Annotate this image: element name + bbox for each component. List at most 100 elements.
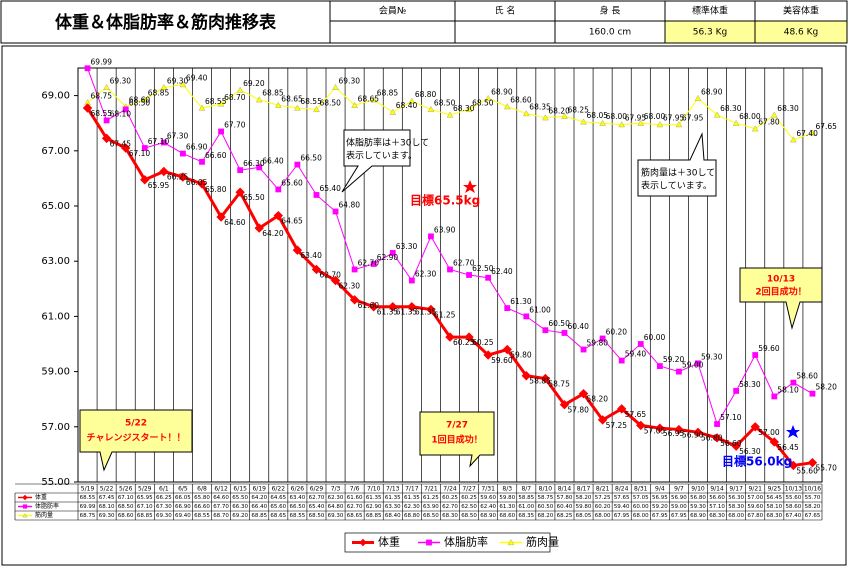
milestone-text: チャレンジスタート！！: [87, 432, 186, 444]
marker: [370, 96, 378, 103]
data-label: 58.10: [777, 385, 799, 394]
data-label: 66.90: [186, 143, 208, 152]
table-cell: 67.40: [786, 513, 802, 519]
table-cell: 57.65: [614, 495, 630, 501]
table-row-label: 体重: [35, 493, 47, 501]
x-tick-label: 6/15: [233, 486, 247, 493]
data-label: 60.00: [644, 333, 666, 342]
table-cell: 66.30: [232, 504, 248, 510]
data-label: 68.90: [701, 87, 723, 96]
data-label: 68.60: [129, 96, 151, 105]
table-cell: 68.50: [461, 513, 477, 519]
data-label: 68.85: [262, 89, 284, 98]
y-tick-label: 59.00: [41, 367, 70, 378]
marker: [218, 128, 224, 135]
data-label: 66.25: [167, 173, 189, 182]
table-cell: 62.70: [347, 504, 363, 510]
x-tick-label: 10/16: [804, 486, 821, 493]
table-cell: 66.50: [290, 504, 306, 510]
table-cell: 60.50: [538, 504, 554, 510]
data-label: 68.00: [739, 112, 761, 121]
marker: [523, 313, 530, 320]
data-label: 67.10: [129, 149, 151, 158]
x-tick-label: 6/8: [197, 486, 207, 493]
x-tick-label: 9/7: [674, 486, 684, 493]
milestone: 7/27 1回目成功！: [419, 411, 495, 468]
marker: [466, 272, 472, 278]
marker: [198, 104, 206, 111]
data-label: 69.30: [339, 76, 361, 85]
marker: [197, 179, 207, 189]
marker: [807, 457, 818, 468]
table-cell: 59.80: [499, 495, 515, 501]
table-cell: 68.65: [270, 513, 286, 519]
table-cell: 62.30: [328, 495, 344, 501]
marker: [447, 266, 453, 273]
data-label: 58.30: [739, 380, 761, 389]
table-cell: 62.50: [461, 504, 477, 510]
marker: [254, 223, 264, 233]
data-label: 68.00: [606, 112, 628, 121]
x-tick-label: 7/21: [424, 486, 438, 493]
marker: [159, 166, 169, 177]
data-label: 68.35: [529, 103, 551, 112]
table-cell: 68.90: [690, 513, 706, 519]
header-label: 身 長: [600, 5, 621, 17]
table-cell: 59.40: [614, 504, 630, 510]
data-label: 57.80: [567, 406, 589, 415]
data-label: 61.60: [358, 301, 380, 310]
data-label: 59.80: [510, 351, 532, 360]
table-cell: 61.00: [518, 504, 534, 510]
marker: [274, 101, 282, 108]
x-tick-label: 7/6: [350, 486, 360, 493]
data-label: 68.40: [396, 101, 418, 110]
table-cell: 61.35: [366, 495, 382, 501]
marker: [694, 94, 702, 101]
x-tick-label: 7/24: [443, 486, 457, 493]
data-label: 65.50: [243, 193, 265, 202]
marker: [236, 86, 244, 93]
table-cell: 68.90: [480, 513, 496, 519]
marker: [503, 103, 511, 110]
table-cell: 68.25: [557, 513, 573, 519]
marker: [674, 424, 684, 435]
data-label: 61.30: [510, 297, 532, 306]
marker: [504, 305, 511, 312]
table-cell: 64.20: [251, 495, 267, 501]
x-tick-label: 7/13: [386, 486, 400, 493]
marker: [636, 420, 646, 431]
marker: [332, 208, 339, 215]
header-label: 美容体重: [783, 5, 819, 17]
table-cell: 68.05: [576, 513, 592, 519]
table-cell: 68.00: [633, 513, 649, 519]
x-tick-label: 8/10: [539, 486, 553, 493]
y-tick-label: 63.00: [41, 256, 70, 267]
data-label: 64.80: [339, 201, 361, 210]
table-cell: 65.50: [232, 495, 248, 501]
data-label: 60.40: [567, 322, 589, 331]
data-label: 62.30: [339, 282, 361, 291]
table-cell: 61.25: [423, 495, 439, 501]
marker: [160, 83, 168, 90]
note-text: 表示しています。: [346, 150, 417, 162]
table-cell: 56.60: [709, 495, 725, 501]
x-tick-label: 8/14: [558, 486, 572, 493]
data-label: 59.30: [701, 352, 723, 361]
marker: [120, 143, 131, 153]
x-tick-label: 5/19: [81, 486, 95, 493]
marker: [809, 390, 816, 397]
table-cell: 64.80: [328, 504, 344, 510]
data-label: 56.80: [701, 433, 723, 442]
table-cell: 69.99: [80, 504, 96, 510]
marker: [275, 186, 282, 193]
table-row-label: 体脂肪率: [35, 502, 59, 510]
goal-label: 目標65.5kg: [410, 193, 480, 208]
marker: [237, 167, 244, 174]
marker: [751, 125, 759, 132]
data-label: 69.20: [243, 79, 265, 88]
callout-shape: [739, 267, 823, 330]
data-label: 67.40: [796, 129, 818, 138]
table-cell: 67.95: [671, 513, 687, 519]
data-label: 68.85: [148, 89, 170, 98]
table-cell: 61.30: [499, 504, 515, 510]
